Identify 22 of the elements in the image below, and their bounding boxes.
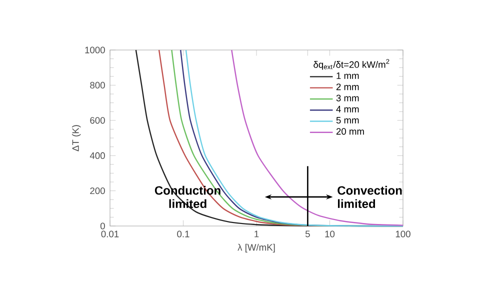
legend-label: 1 mm xyxy=(336,72,359,79)
y-tick-label: 800 xyxy=(90,82,105,88)
legend-label: 4 mm xyxy=(336,106,359,112)
y-tick-label: 0 xyxy=(100,222,105,230)
x-tick-label: 1 xyxy=(254,230,259,238)
y-axis-title: ΔT (K) xyxy=(72,125,81,152)
y-tick-label: 400 xyxy=(90,152,105,159)
legend-label: 20 mm xyxy=(336,128,364,135)
x-tick-label: 100 xyxy=(396,230,410,238)
legend-label: 5 mm xyxy=(336,117,359,124)
legend-title: δq$_{ext}$/δt=20 kW/m$^{2}$ xyxy=(314,59,390,70)
x-tick-label: 0.1 xyxy=(177,230,190,238)
x-tick-label: 5 xyxy=(305,230,310,238)
y-tick-label: 1000 xyxy=(85,46,105,54)
legend-label: 2 mm xyxy=(336,84,359,90)
legend-label: 3 mm xyxy=(336,94,359,102)
y-tick-label: 200 xyxy=(90,188,105,194)
annotation: Convection limited xyxy=(338,186,402,208)
x-tick-label: 0.01 xyxy=(101,230,119,238)
x-tick-label: 10 xyxy=(325,230,335,238)
x-axis-title: λ [W/mK] xyxy=(238,244,275,253)
y-tick-label: 600 xyxy=(90,117,105,124)
